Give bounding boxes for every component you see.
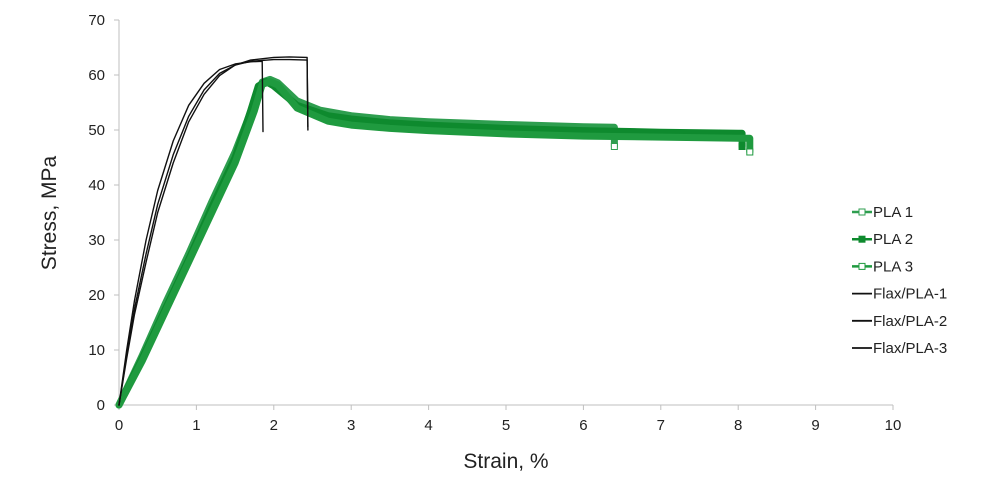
series-line-flax-pla-2 xyxy=(118,58,309,406)
series-end-marker xyxy=(746,148,754,156)
y-axis-title: Stress, MPa xyxy=(38,156,61,271)
legend-label: Flax/PLA-3 xyxy=(873,340,947,357)
legend-marker xyxy=(858,235,866,243)
x-tick-label: 9 xyxy=(811,417,819,434)
series-layer xyxy=(115,56,754,409)
y-tick-label: 40 xyxy=(88,177,105,194)
x-tick-label: 10 xyxy=(885,417,902,434)
x-tick-label: 5 xyxy=(502,417,510,434)
legend-layer: PLA 1 PLA 2 PLA 3 Flax/PLA-1 Flax/PLA-2 Flax/… xyxy=(852,204,947,357)
x-tick-label: 4 xyxy=(424,417,432,434)
x-tick-label: 1 xyxy=(192,417,200,434)
x-tick-label: 2 xyxy=(270,417,278,434)
series-line-pla-3 xyxy=(115,78,754,409)
y-tick-label: 20 xyxy=(88,287,105,304)
x-tick-label: 6 xyxy=(579,417,587,434)
x-tick-label: 0 xyxy=(115,417,123,434)
axes-layer: 0 10 20 30 40 50 60 70 0 1 2 3 4 5 6 7 8 9 10 xyxy=(88,12,901,434)
series-end-marker xyxy=(610,143,618,150)
x-tick-label: 3 xyxy=(347,417,355,434)
y-tick-label: 10 xyxy=(88,342,105,359)
y-tick-label: 50 xyxy=(88,122,105,139)
y-tick-label: 0 xyxy=(97,397,105,414)
legend-marker xyxy=(858,262,866,270)
x-tick-label: 7 xyxy=(657,417,665,434)
series-line-flax-pla-3 xyxy=(118,56,309,406)
legend-label: PLA 1 xyxy=(873,204,913,221)
y-tick-label: 30 xyxy=(88,232,105,249)
legend-marker xyxy=(858,208,866,216)
legend-label: Flax/PLA-1 xyxy=(873,286,947,303)
legend-label: Flax/PLA-2 xyxy=(873,313,947,330)
x-axis-title: Strain, % xyxy=(463,450,548,473)
x-tick-label: 8 xyxy=(734,417,742,434)
y-tick-label: 60 xyxy=(88,67,105,84)
series-end-marker xyxy=(738,143,746,150)
legend-label: PLA 3 xyxy=(873,258,913,275)
y-tick-label: 70 xyxy=(88,12,105,29)
legend-label: PLA 2 xyxy=(873,231,913,248)
